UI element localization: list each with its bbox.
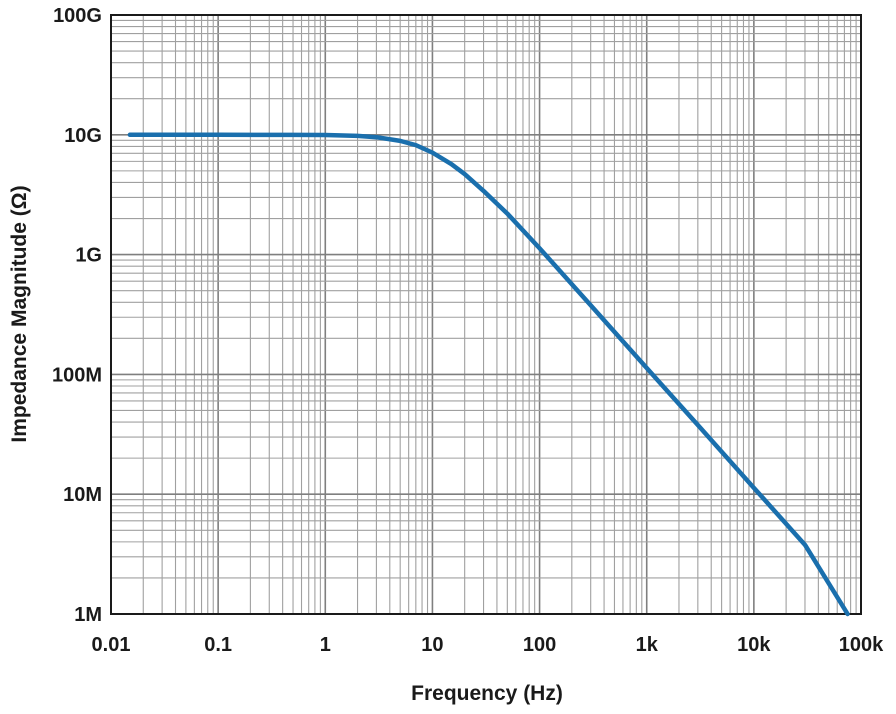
y-tick-label: 100M bbox=[52, 364, 102, 386]
x-axis-title: Frequency (Hz) bbox=[411, 682, 563, 705]
x-tick-label: 100 bbox=[523, 634, 556, 656]
y-tick-label: 1M bbox=[74, 604, 102, 626]
y-tick-label: 1G bbox=[75, 245, 102, 267]
x-tick-label: 100k bbox=[839, 634, 884, 656]
y-tick-label: 100G bbox=[53, 5, 102, 27]
y-tick-label: 10M bbox=[63, 484, 102, 506]
plot-frame bbox=[110, 14, 862, 615]
x-tick-label: 1 bbox=[320, 634, 331, 656]
x-tick-labels: 0.01 0.1 1 10 100 1k 10k 100k bbox=[92, 634, 885, 656]
y-tick-labels: 1M 10M 100M 1G 10G 100G bbox=[52, 5, 102, 626]
x-tick-label: 10k bbox=[737, 634, 771, 656]
x-tick-label: 0.1 bbox=[204, 634, 232, 656]
x-tick-label: 0.01 bbox=[92, 634, 131, 656]
x-tick-label: 1k bbox=[636, 634, 659, 656]
x-tick-label: 10 bbox=[421, 634, 443, 656]
impedance-series-line bbox=[127, 132, 850, 617]
y-axis-title: Impedance Magnitude (Ω) bbox=[8, 185, 31, 442]
y-tick-label: 10G bbox=[64, 125, 102, 147]
series-group bbox=[127, 132, 850, 617]
grid bbox=[110, 15, 861, 615]
